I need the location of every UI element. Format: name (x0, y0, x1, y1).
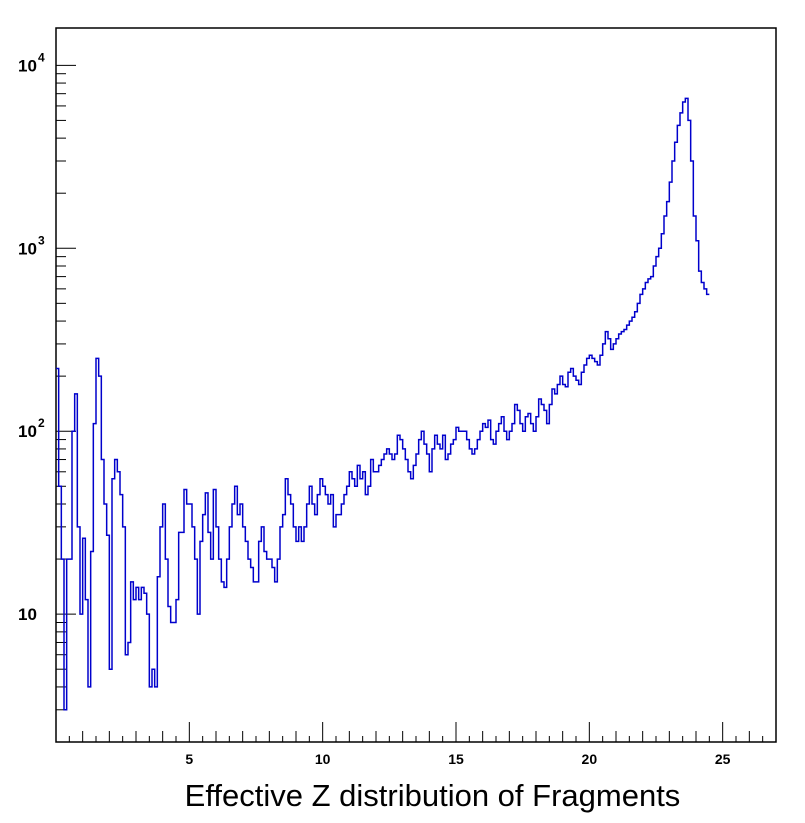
y-tick-label: 10 (18, 56, 37, 75)
x-tick-label: 15 (448, 751, 464, 767)
y-tick-exponent: 2 (38, 416, 45, 430)
x-tick-label: 20 (582, 751, 598, 767)
x-axis-label: Effective Z distribution of Fragments (184, 778, 681, 813)
y-tick-exponent: 3 (38, 233, 45, 247)
y-tick-label: 10 (18, 239, 37, 258)
x-axis-ticks: 5 10 15 20 25 (68, 722, 764, 767)
x-tick-label: 5 (185, 751, 193, 767)
histogram-series-line (56, 97, 710, 711)
x-tick-label: 25 (715, 751, 731, 767)
plot-frame (55, 27, 777, 743)
x-tick-label: 10 (315, 751, 331, 767)
y-tick-label: 10 (18, 605, 37, 624)
y-tick-exponent: 4 (38, 50, 45, 64)
y-tick-label: 10 (18, 422, 37, 441)
